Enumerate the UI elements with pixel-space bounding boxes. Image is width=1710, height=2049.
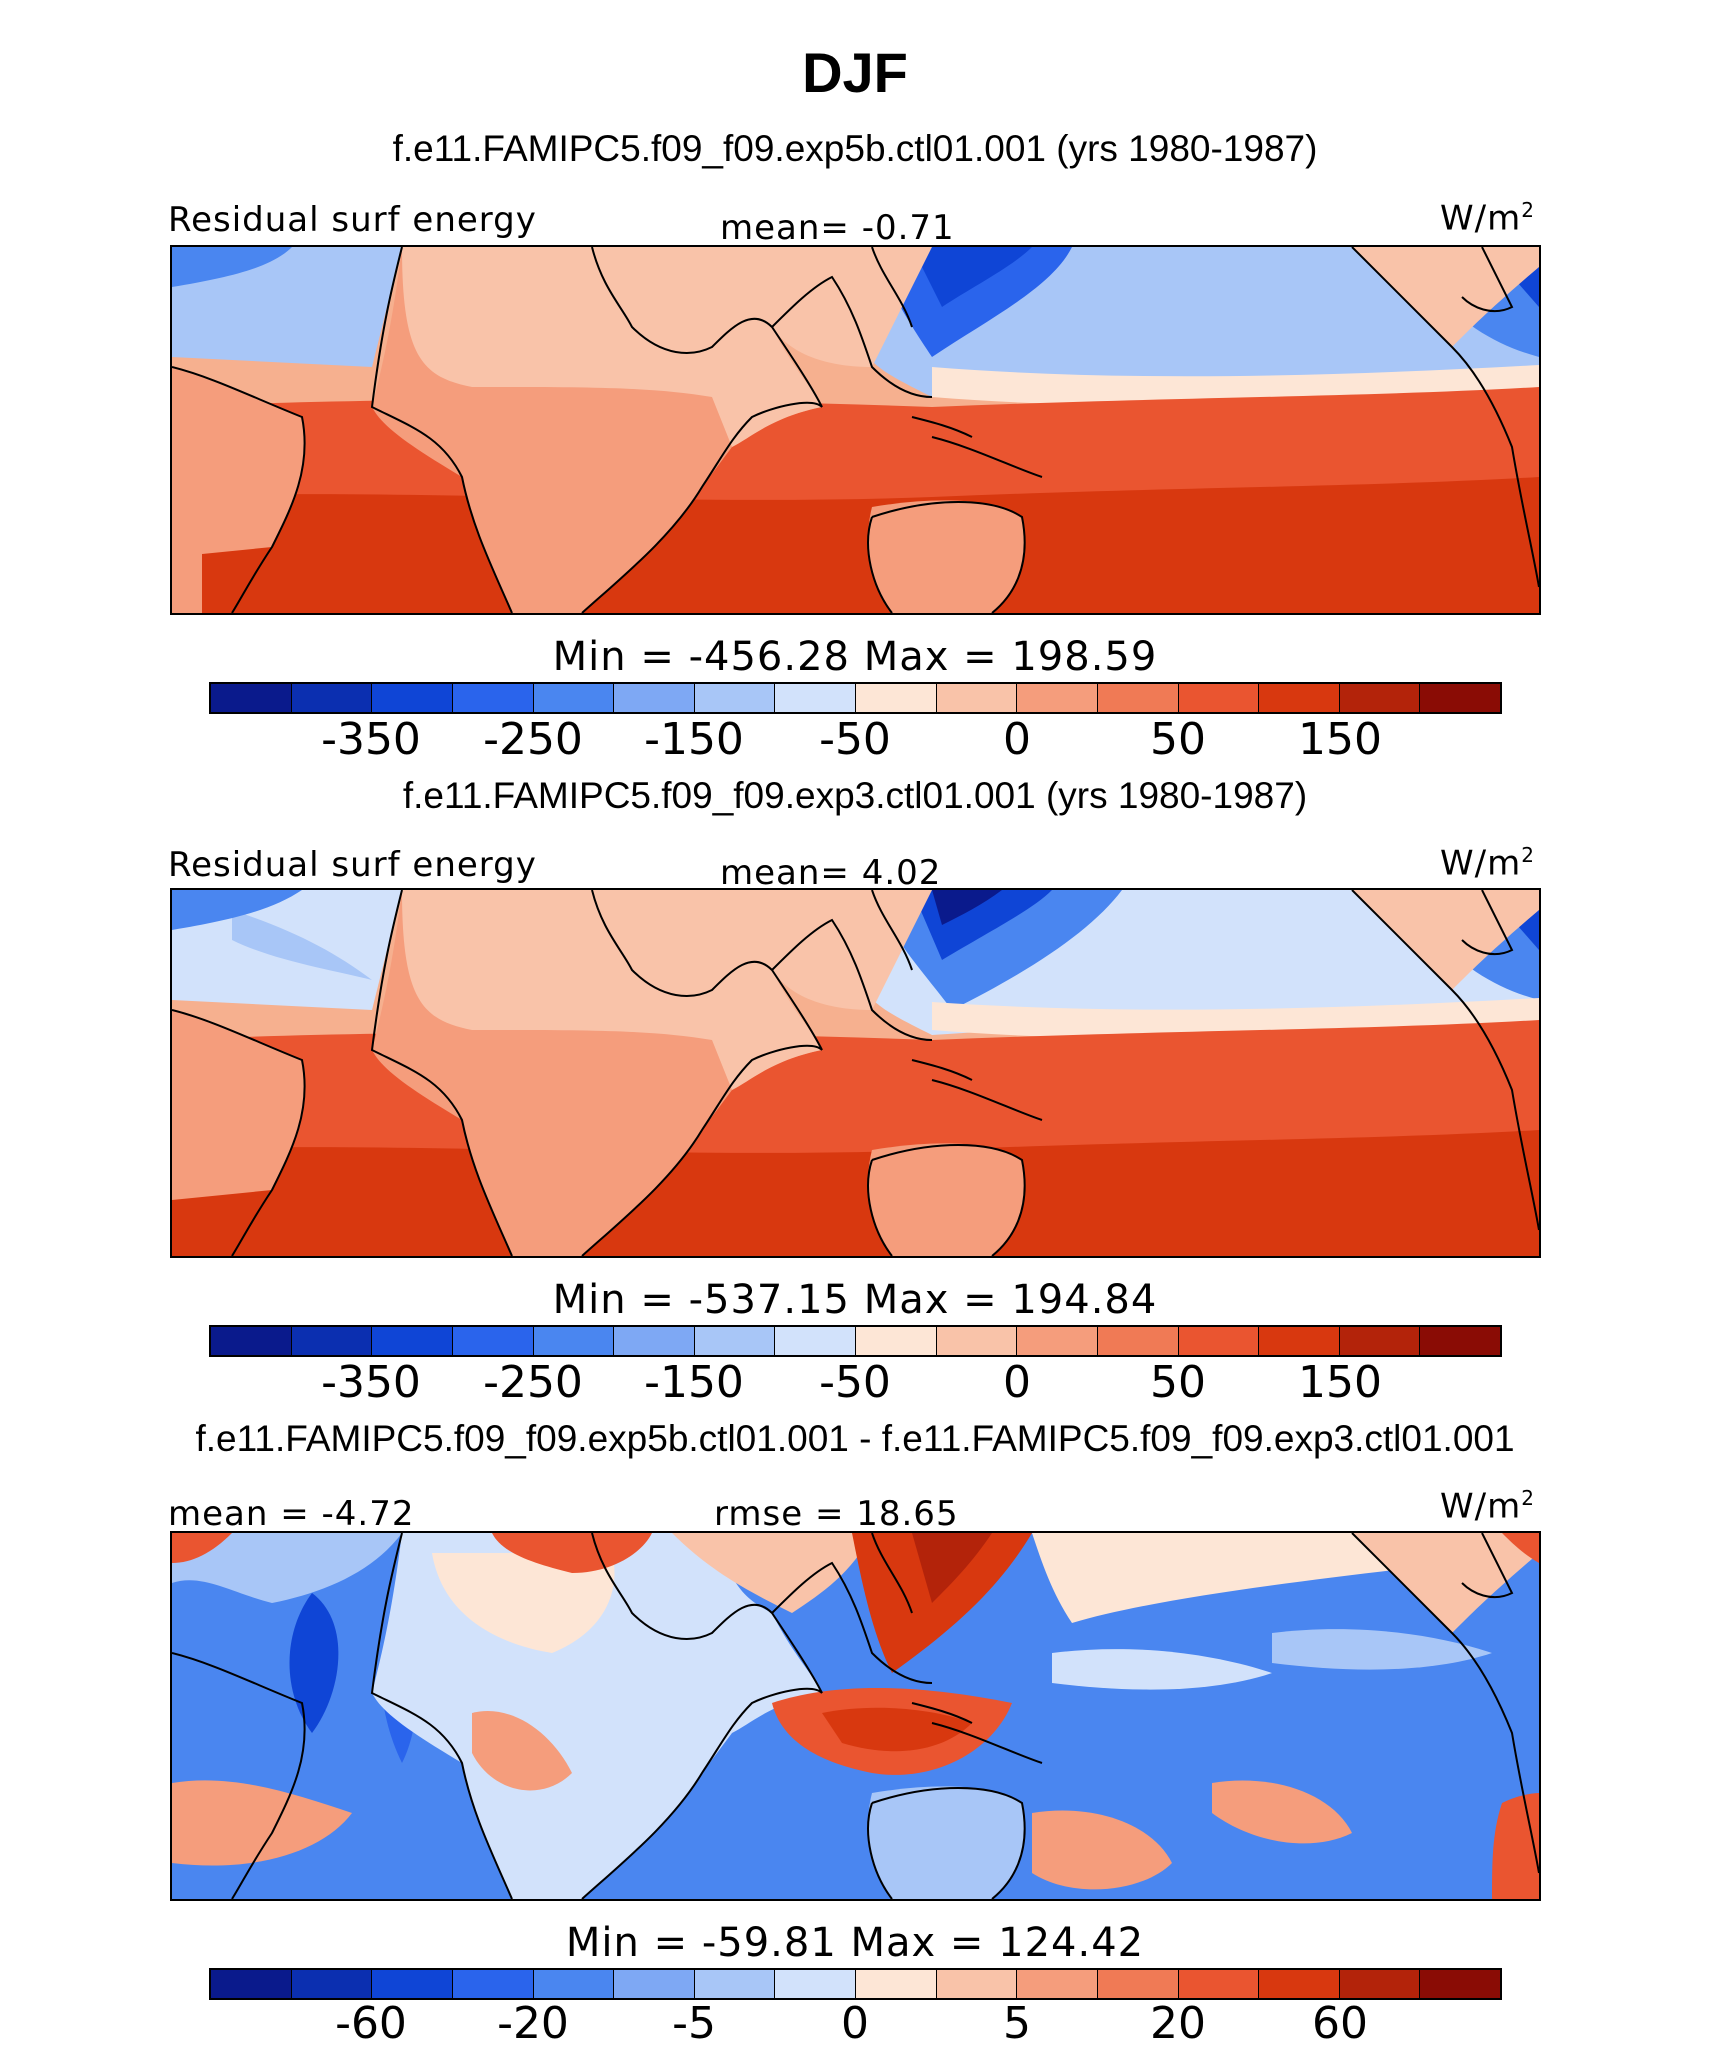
panel3-tick: -5 (672, 1998, 716, 2049)
panel2-tick: 50 (1150, 1357, 1206, 1408)
panel3-tick: 20 (1150, 1998, 1206, 2049)
colorbar-swatch (533, 684, 615, 712)
colorbar-swatch (694, 1970, 776, 1998)
panel2-units: W/m2 (1440, 843, 1535, 883)
panel1-tick: 0 (1003, 714, 1031, 765)
colorbar-swatch (1339, 1970, 1421, 1998)
panel2-minmax: Min = -537.15 Max = 194.84 (552, 1277, 1158, 1323)
colorbar-swatch (694, 1327, 776, 1355)
panel1-tick: -50 (819, 714, 891, 765)
panel1-tick: 150 (1298, 714, 1382, 765)
panel2-tick: -50 (819, 1357, 891, 1408)
colorbar-swatch (1178, 684, 1260, 712)
colorbar-swatch (291, 1327, 373, 1355)
panel3-title: f.e11.FAMIPC5.f09_f09.exp5b.ctl01.001 - … (195, 1418, 1515, 1459)
panel2-variable-label: Residual surf energy (168, 845, 537, 885)
season-title: DJF (802, 41, 908, 104)
panel2-colorbar (209, 1325, 1502, 1357)
panel1-tick: -150 (644, 714, 744, 765)
panel3-tick: 5 (1003, 1998, 1031, 2049)
colorbar-swatch (1259, 684, 1340, 712)
colorbar-swatch (1259, 1327, 1340, 1355)
colorbar-swatch (856, 684, 937, 712)
colorbar-swatch (291, 684, 373, 712)
colorbar-swatch (936, 684, 1018, 712)
colorbar-swatch (452, 1970, 534, 1998)
panel3-units-sup: 2 (1521, 1486, 1535, 1510)
panel1-tick: -350 (321, 714, 421, 765)
panel1-mean-label: mean= -0.71 (720, 208, 955, 248)
colorbar-swatch (614, 1970, 695, 1998)
panel3-units: W/m2 (1440, 1486, 1535, 1526)
panel2-units-text: W/m (1440, 843, 1522, 884)
panel2-map (170, 888, 1541, 1258)
colorbar-swatch (936, 1970, 1018, 1998)
colorbar-swatch (533, 1327, 615, 1355)
panel1-colorbar (209, 682, 1502, 714)
colorbar-swatch (291, 1970, 373, 1998)
panel2-units-sup: 2 (1521, 843, 1535, 867)
panel1-minmax: Min = -456.28 Max = 198.59 (552, 634, 1158, 680)
panel3-tick: -20 (497, 1998, 569, 2049)
panel1-units-sup: 2 (1521, 198, 1535, 222)
colorbar-swatch (372, 1327, 453, 1355)
colorbar-swatch (775, 684, 856, 712)
colorbar-swatch (1420, 1327, 1500, 1355)
colorbar-swatch (1420, 1970, 1500, 1998)
colorbar-swatch (936, 1327, 1018, 1355)
panel3-units-text: W/m (1440, 1486, 1522, 1527)
colorbar-swatch (211, 1970, 292, 1998)
colorbar-swatch (775, 1327, 856, 1355)
colorbar-swatch (1017, 684, 1098, 712)
colorbar-swatch (694, 684, 776, 712)
colorbar-swatch (452, 1327, 534, 1355)
colorbar-swatch (1097, 1970, 1179, 1998)
colorbar-swatch (1017, 1327, 1098, 1355)
panel3-tick: -60 (335, 1998, 407, 2049)
colorbar-swatch (452, 684, 534, 712)
panel1-tick: 50 (1150, 714, 1206, 765)
colorbar-swatch (614, 684, 695, 712)
colorbar-swatch (372, 1970, 453, 1998)
panel3-mean-label: mean = -4.72 (168, 1494, 415, 1534)
colorbar-swatch (856, 1970, 937, 1998)
colorbar-swatch (1339, 1327, 1421, 1355)
colorbar-swatch (1339, 684, 1421, 712)
panel2-tick: -350 (321, 1357, 421, 1408)
colorbar-swatch (1097, 684, 1179, 712)
panel1-variable-label: Residual surf energy (168, 200, 537, 240)
colorbar-swatch (1420, 684, 1500, 712)
panel3-tick: 0 (841, 1998, 869, 2049)
colorbar-swatch (856, 1327, 937, 1355)
panel3-map (170, 1531, 1541, 1901)
colorbar-swatch (1017, 1970, 1098, 1998)
colorbar-swatch (211, 684, 292, 712)
panel3-colorbar (209, 1968, 1502, 2000)
panel2-title: f.e11.FAMIPC5.f09_f09.exp3.ctl01.001 (yr… (402, 775, 1308, 816)
panel3-rmse-label: rmse = 18.65 (714, 1494, 959, 1534)
panel1-map (170, 245, 1541, 615)
panel2-tick: -150 (644, 1357, 744, 1408)
colorbar-swatch (1097, 1327, 1179, 1355)
colorbar-swatch (614, 1327, 695, 1355)
panel2-tick: 150 (1298, 1357, 1382, 1408)
colorbar-swatch (775, 1970, 856, 1998)
panel3-tick: 60 (1312, 1998, 1368, 2049)
colorbar-swatch (1178, 1970, 1260, 1998)
colorbar-swatch (1259, 1970, 1340, 1998)
colorbar-swatch (1178, 1327, 1260, 1355)
panel2-tick: 0 (1003, 1357, 1031, 1408)
colorbar-swatch (533, 1970, 615, 1998)
colorbar-swatch (211, 1327, 292, 1355)
panel3-minmax: Min = -59.81 Max = 124.42 (565, 1920, 1145, 1966)
panel1-units-text: W/m (1440, 198, 1522, 239)
panel1-title: f.e11.FAMIPC5.f09_f09.exp5b.ctl01.001 (y… (392, 128, 1318, 169)
colorbar-swatch (372, 684, 453, 712)
panel1-units: W/m2 (1440, 198, 1535, 238)
panel1-tick: -250 (483, 714, 583, 765)
panel2-tick: -250 (483, 1357, 583, 1408)
panel2-mean-label: mean= 4.02 (720, 853, 942, 893)
